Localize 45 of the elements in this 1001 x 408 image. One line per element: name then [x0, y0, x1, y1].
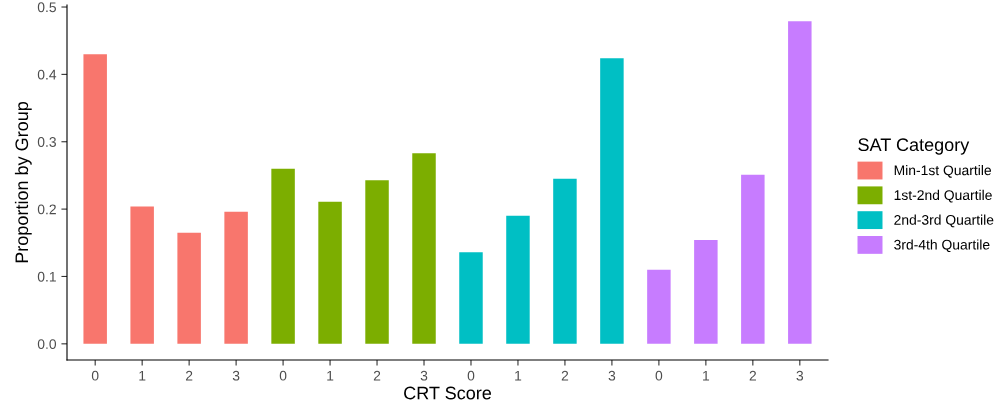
bar: [224, 211, 248, 344]
x-tick-label: 0: [655, 370, 663, 381]
legend-title: SAT Category: [858, 138, 970, 155]
bar: [318, 201, 342, 344]
bar: [83, 54, 107, 344]
bar: [130, 206, 154, 344]
x-tick-label: 3: [796, 370, 804, 381]
legend-label: 1st-2nd Quartile: [894, 189, 992, 203]
y-tick-label: 0.3: [37, 137, 56, 147]
x-tick-label: 3: [420, 370, 428, 381]
legend-label: 3rd-4th Quartile: [894, 239, 990, 253]
y-tick-label: 0.4: [37, 69, 57, 80]
bar: [459, 252, 483, 344]
x-tick-label: 2: [373, 370, 381, 381]
y-tick-label: 0.0: [37, 339, 57, 349]
bar: [694, 240, 718, 344]
bar: [600, 58, 624, 344]
y-tick-label: 0.5: [37, 2, 56, 13]
x-tick-label: 0: [91, 370, 99, 381]
bar: [553, 178, 577, 344]
bar: [647, 269, 671, 344]
x-axis-title: CRT Score: [404, 386, 492, 400]
y-tick-label: 0.1: [37, 271, 56, 282]
bar: [365, 180, 389, 344]
x-tick-label: 1: [139, 370, 146, 381]
y-axis-title: Proportion by Group: [14, 101, 32, 263]
x-tick-label: 1: [703, 370, 710, 381]
bar: [788, 21, 812, 344]
bar: [412, 153, 436, 344]
x-tick-label: 2: [749, 370, 756, 381]
x-tick-label: 3: [608, 370, 616, 381]
x-tick-label: 1: [327, 370, 334, 381]
bar: [506, 215, 530, 344]
x-tick-label: 2: [185, 370, 193, 381]
x-tick-label: 0: [467, 370, 475, 381]
y-tick-label: 0.2: [37, 204, 56, 215]
bar: [741, 174, 765, 344]
x-tick-label: 0: [279, 370, 287, 381]
x-tick-label: 1: [515, 370, 522, 381]
legend-label: Min-1st Quartile: [894, 165, 992, 178]
bar: [177, 232, 201, 344]
bar: [271, 168, 295, 344]
x-tick-label: 3: [232, 370, 240, 381]
x-tick-label: 2: [561, 370, 569, 381]
legend-label: 2nd-3rd Quartile: [894, 214, 994, 228]
